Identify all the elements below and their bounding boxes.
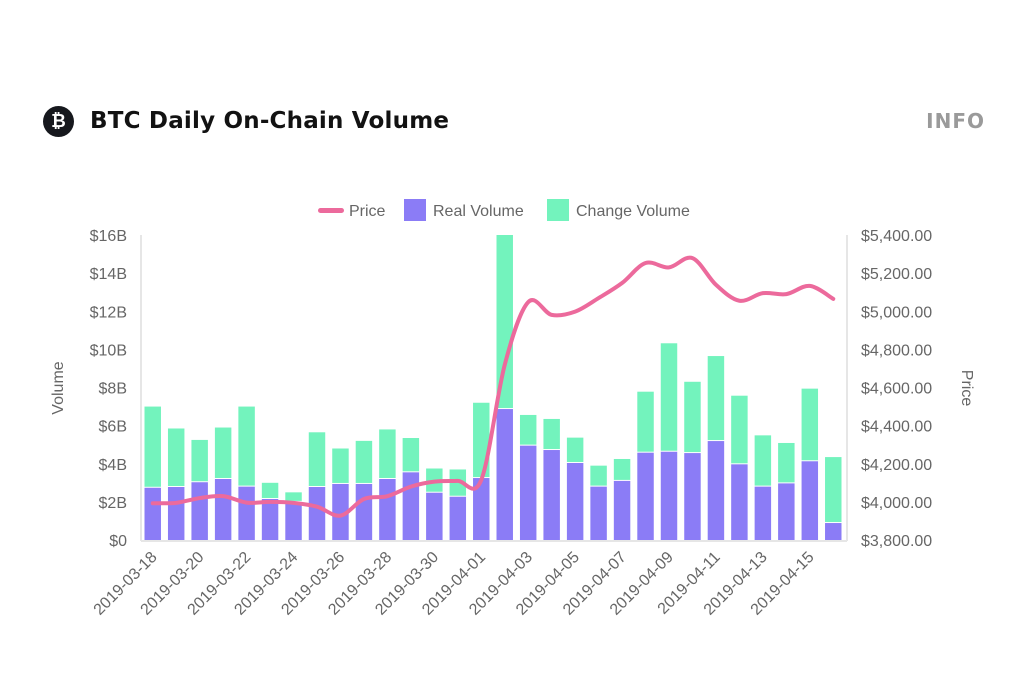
real-volume-bar[interactable] [214,479,232,540]
chart-header: ₿ BTC Daily On-Chain Volume INFO [43,104,985,138]
real-volume-bar[interactable] [191,482,208,540]
change-volume-bar[interactable] [355,440,373,483]
y-axis-label: Volume [50,361,67,414]
y2-tick-label: $4,200.00 [861,457,932,474]
change-volume-bar[interactable] [379,429,396,478]
real-volume-bar[interactable] [707,441,725,540]
real-volume-bar[interactable] [238,486,255,540]
y2-tick-label: $4,800.00 [861,342,932,359]
bars [144,235,842,540]
real-volume-bar[interactable] [355,483,373,540]
real-volume-bar[interactable] [519,445,537,540]
change-volume-bar[interactable] [684,381,701,453]
real-volume-bar[interactable] [731,464,748,540]
change-volume-bar[interactable] [144,406,161,487]
change-volume-bar[interactable] [566,437,584,462]
change-volume-bar[interactable] [825,457,842,523]
real-volume-bar[interactable] [825,523,842,540]
real-volume-bar[interactable] [660,451,678,540]
legend-label: Price [349,203,386,220]
real-volume-bar[interactable] [778,483,795,540]
bitcoin-icon: ₿ [43,106,74,137]
change-volume-bar[interactable] [543,418,560,450]
y-tick-label: $12B [90,304,127,321]
change-volume-bar[interactable] [285,492,302,501]
change-volume-bar[interactable] [238,406,255,486]
real-volume-bar[interactable] [613,480,631,540]
change-volume-bar[interactable] [496,235,513,409]
y2-tick-label: $4,400.00 [861,419,932,436]
y2-axis-label: Price [958,370,975,407]
y-tick-label: $0 [109,533,127,550]
legend[interactable]: Price Real Volume Change Volume [318,199,690,221]
y-tick-label: $16B [90,228,127,245]
change-volume-bar[interactable] [308,432,326,487]
y2-tick-label: $3,800.00 [861,533,932,550]
legend-label: Real Volume [433,203,524,220]
y-tick-label: $2B [99,495,127,512]
legend-item-price[interactable]: Price [318,203,386,220]
change-volume-bar[interactable] [754,435,772,486]
info-button[interactable]: INFO [926,109,985,133]
change-volume-bar[interactable] [261,482,279,499]
legend-swatch [547,199,569,221]
real-volume-bar[interactable] [801,461,819,540]
real-volume-bar[interactable] [590,486,607,540]
change-volume-bar[interactable] [801,388,819,461]
real-volume-bar[interactable] [167,487,185,540]
change-volume-bar[interactable] [214,427,232,478]
y-tick-label: $8B [99,381,127,398]
legend-swatch [318,208,344,213]
price-line [150,255,836,518]
real-volume-bar[interactable] [496,409,513,540]
change-volume-bar[interactable] [660,343,678,451]
real-volume-bar[interactable] [543,450,560,540]
real-volume-bar[interactable] [402,472,420,540]
change-volume-bar[interactable] [731,395,748,464]
change-volume-bar[interactable] [402,438,420,472]
y2-tick-label: $5,400.00 [861,228,932,245]
y2-tick-label: $5,200.00 [861,266,932,283]
legend-item-change-volume[interactable]: Change Volume [547,199,690,221]
y2-tick-label: $4,000.00 [861,495,932,512]
price-line-path[interactable] [150,255,836,518]
change-volume-bar[interactable] [613,458,631,480]
change-volume-bar[interactable] [332,448,349,483]
real-volume-bar[interactable] [144,487,161,540]
y-tick-label: $4B [99,457,127,474]
change-volume-bar[interactable] [637,391,654,452]
real-volume-bar[interactable] [308,487,326,540]
y-tick-label: $6B [99,419,127,436]
y2-tick-label: $5,000.00 [861,304,932,321]
real-volume-bar[interactable] [637,452,654,540]
real-volume-bar[interactable] [754,486,772,540]
real-volume-bar[interactable] [566,462,584,540]
real-volume-bar[interactable] [449,496,467,540]
y2-tick-label: $4,600.00 [861,381,932,398]
change-volume-bar[interactable] [167,428,185,487]
real-volume-bar[interactable] [332,483,349,540]
page-title: BTC Daily On-Chain Volume [90,108,450,134]
real-volume-bar[interactable] [285,501,302,540]
change-volume-bar[interactable] [191,439,208,482]
real-volume-bar[interactable] [426,492,443,540]
change-volume-bar[interactable] [519,414,537,445]
legend-swatch [404,199,426,221]
y-tick-label: $10B [90,342,127,359]
change-volume-bar[interactable] [778,442,795,483]
change-volume-bar[interactable] [590,465,607,486]
real-volume-bar[interactable] [684,453,701,540]
y-tick-label: $14B [90,266,127,283]
real-volume-bar[interactable] [261,499,279,540]
change-volume-bar[interactable] [707,356,725,441]
real-volume-bar[interactable] [379,479,396,540]
legend-label: Change Volume [576,203,690,220]
real-volume-bar[interactable] [473,478,490,540]
legend-item-real-volume[interactable]: Real Volume [404,199,524,221]
